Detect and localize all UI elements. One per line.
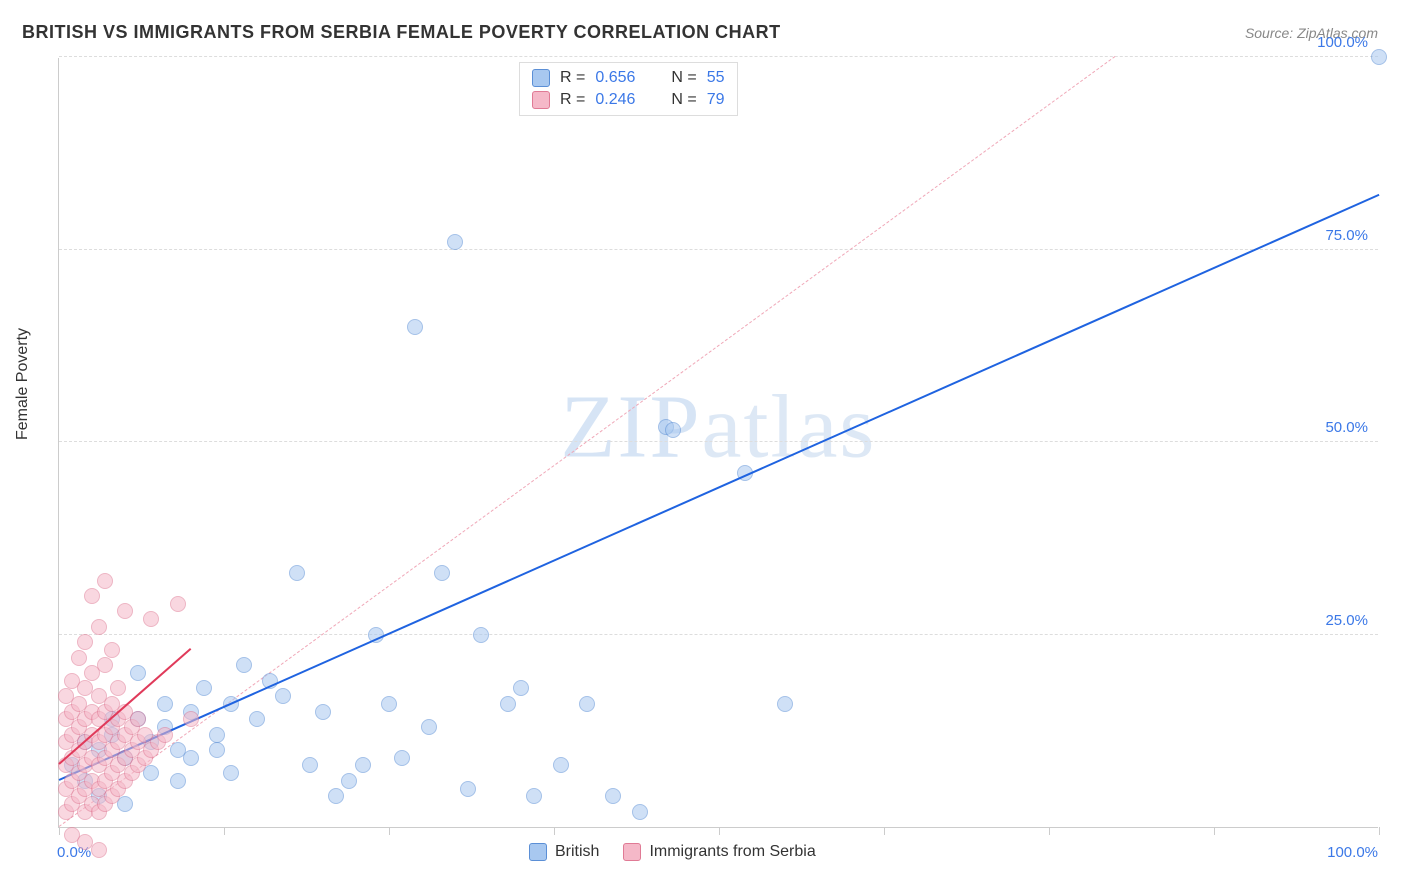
y-tick-label: 75.0%	[1325, 227, 1368, 244]
legend-row: R = 0.246 N = 79	[532, 89, 725, 111]
data-point	[209, 727, 225, 743]
trend-line	[59, 194, 1380, 781]
r-label: R =	[560, 69, 585, 87]
data-point	[421, 719, 437, 735]
data-point	[71, 650, 87, 666]
x-tick	[1049, 827, 1050, 835]
data-point	[500, 696, 516, 712]
legend-swatch	[532, 91, 550, 109]
y-tick-label: 100.0%	[1317, 34, 1368, 51]
x-tick	[719, 827, 720, 835]
y-axis-label: Female Poverty	[14, 328, 32, 440]
data-point	[407, 319, 423, 335]
data-point	[104, 642, 120, 658]
data-point	[130, 711, 146, 727]
data-point	[110, 680, 126, 696]
r-value: 0.656	[595, 69, 635, 87]
n-value: 79	[707, 91, 725, 109]
legend-item: British	[529, 843, 599, 861]
gridline	[59, 634, 1378, 635]
data-point	[632, 804, 648, 820]
legend-row: R = 0.656 N = 55	[532, 67, 725, 89]
data-point	[328, 788, 344, 804]
series-legend: British Immigrants from Serbia	[529, 843, 816, 861]
r-label: R =	[560, 91, 585, 109]
data-point	[579, 696, 595, 712]
n-label: N =	[671, 91, 696, 109]
correlation-legend: R = 0.656 N = 55 R = 0.246 N = 79	[519, 62, 738, 116]
data-point	[91, 619, 107, 635]
data-point	[223, 765, 239, 781]
y-tick-label: 25.0%	[1325, 612, 1368, 629]
x-tick	[554, 827, 555, 835]
data-point	[447, 234, 463, 250]
data-point	[143, 611, 159, 627]
data-point	[170, 596, 186, 612]
data-point	[302, 757, 318, 773]
data-point	[77, 634, 93, 650]
data-point	[473, 627, 489, 643]
data-point	[196, 680, 212, 696]
legend-label: British	[555, 843, 599, 861]
data-point	[236, 657, 252, 673]
data-point	[434, 565, 450, 581]
legend-swatch	[529, 843, 547, 861]
data-point	[394, 750, 410, 766]
data-point	[130, 665, 146, 681]
r-value: 0.246	[595, 91, 635, 109]
data-point	[183, 750, 199, 766]
gridline	[59, 56, 1378, 57]
data-point	[97, 657, 113, 673]
x-tick	[224, 827, 225, 835]
watermark: ZIPatlas	[561, 376, 877, 479]
gridline	[59, 249, 1378, 250]
data-point	[157, 696, 173, 712]
data-point	[526, 788, 542, 804]
data-point	[381, 696, 397, 712]
data-point	[513, 680, 529, 696]
data-point	[355, 757, 371, 773]
scatter-chart: ZIPatlas 25.0%50.0%75.0%100.0%0.0%100.0%…	[58, 58, 1378, 828]
x-tick	[1379, 827, 1380, 835]
x-tick	[389, 827, 390, 835]
data-point	[1371, 49, 1387, 65]
data-point	[777, 696, 793, 712]
data-point	[460, 781, 476, 797]
data-point	[341, 773, 357, 789]
x-tick	[1214, 827, 1215, 835]
chart-title: BRITISH VS IMMIGRANTS FROM SERBIA FEMALE…	[22, 22, 781, 43]
data-point	[553, 757, 569, 773]
data-point	[157, 727, 173, 743]
y-tick-label: 50.0%	[1325, 419, 1368, 436]
data-point	[605, 788, 621, 804]
data-point	[91, 842, 107, 858]
x-tick	[59, 827, 60, 835]
data-point	[170, 773, 186, 789]
data-point	[315, 704, 331, 720]
data-point	[97, 573, 113, 589]
data-point	[289, 565, 305, 581]
x-tick	[884, 827, 885, 835]
data-point	[117, 603, 133, 619]
legend-swatch	[623, 843, 641, 861]
data-point	[249, 711, 265, 727]
n-label: N =	[671, 69, 696, 87]
data-point	[275, 688, 291, 704]
data-point	[183, 711, 199, 727]
data-point	[665, 422, 681, 438]
n-value: 55	[707, 69, 725, 87]
gridline	[59, 441, 1378, 442]
data-point	[209, 742, 225, 758]
data-point	[84, 588, 100, 604]
x-max-label: 100.0%	[1327, 844, 1378, 861]
legend-item: Immigrants from Serbia	[623, 843, 815, 861]
legend-swatch	[532, 69, 550, 87]
legend-label: Immigrants from Serbia	[649, 843, 815, 861]
